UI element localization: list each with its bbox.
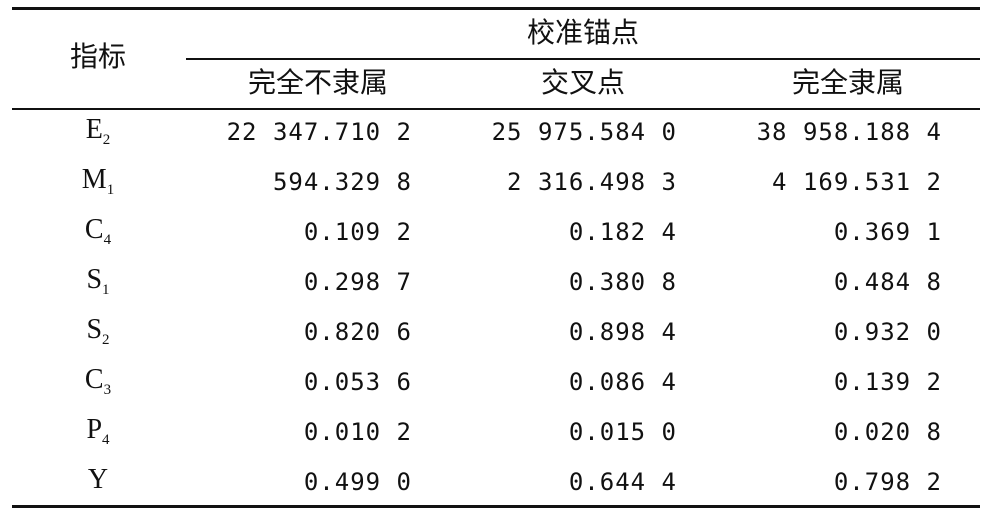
column-header: 完全不隶属 xyxy=(247,68,389,99)
column-header: 交叉点 xyxy=(540,68,626,99)
row-label-subscript: 4 xyxy=(103,232,112,248)
row-label-letter: E xyxy=(85,114,103,145)
header-group: 校准锚点 xyxy=(526,18,640,49)
row-label: Y xyxy=(88,464,108,496)
top-rule xyxy=(12,7,980,10)
cell: 0.484 8 xyxy=(833,268,942,296)
row-label: S1 xyxy=(86,264,109,306)
row-label: E2 xyxy=(86,114,111,156)
cell: 0.380 8 xyxy=(568,268,677,296)
row-label-letter: C xyxy=(84,364,104,395)
cell: 0.820 6 xyxy=(303,318,412,346)
row-label-letter: S xyxy=(86,314,103,345)
cell: 0.109 2 xyxy=(303,218,412,246)
cell: 38 958.188 4 xyxy=(756,118,942,146)
cell: 0.182 4 xyxy=(568,218,677,246)
cell: 0.298 7 xyxy=(303,268,412,296)
row-label-subscript: 1 xyxy=(102,282,110,298)
row-label: C3 xyxy=(85,364,111,406)
row-label-subscript: 3 xyxy=(103,382,112,398)
cell: 0.139 2 xyxy=(833,368,942,396)
row-label-subscript: 4 xyxy=(102,432,110,448)
row-label-letter: C xyxy=(84,214,104,245)
column-header: 完全隶属 xyxy=(791,68,905,99)
cell: 0.086 4 xyxy=(568,368,677,396)
group-rule xyxy=(186,58,980,60)
row-label-letter: Y xyxy=(87,464,109,495)
cell: 25 975.584 0 xyxy=(491,118,677,146)
row-label-subscript: 1 xyxy=(106,182,115,198)
bottom-rule xyxy=(12,505,980,508)
row-label-letter: M xyxy=(81,164,107,195)
cell: 4 169.531 2 xyxy=(772,168,942,196)
cell: 0.798 2 xyxy=(833,468,942,496)
cell: 0.932 0 xyxy=(833,318,942,346)
header-title: 指标 xyxy=(69,42,127,73)
row-label-letter: P xyxy=(86,414,103,445)
cell: 0.369 1 xyxy=(833,218,942,246)
row-label-subscript: 2 xyxy=(102,332,110,348)
row-label: P4 xyxy=(86,414,109,456)
row-label: M1 xyxy=(82,164,114,206)
cell: 0.499 0 xyxy=(303,468,412,496)
row-label-subscript: 2 xyxy=(102,132,111,148)
row-label: S2 xyxy=(86,314,109,356)
cell: 2 316.498 3 xyxy=(507,168,677,196)
row-label-letter: S xyxy=(86,264,103,295)
cell: 0.053 6 xyxy=(303,368,412,396)
cell: 0.020 8 xyxy=(833,418,942,446)
cell: 594.329 8 xyxy=(272,168,412,196)
cell: 0.010 2 xyxy=(303,418,412,446)
cell: 22 347.710 2 xyxy=(226,118,412,146)
row-label: C4 xyxy=(85,214,111,256)
cell: 0.644 4 xyxy=(568,468,677,496)
header-rule xyxy=(12,108,980,110)
cell: 0.015 0 xyxy=(568,418,677,446)
cell: 0.898 4 xyxy=(568,318,677,346)
